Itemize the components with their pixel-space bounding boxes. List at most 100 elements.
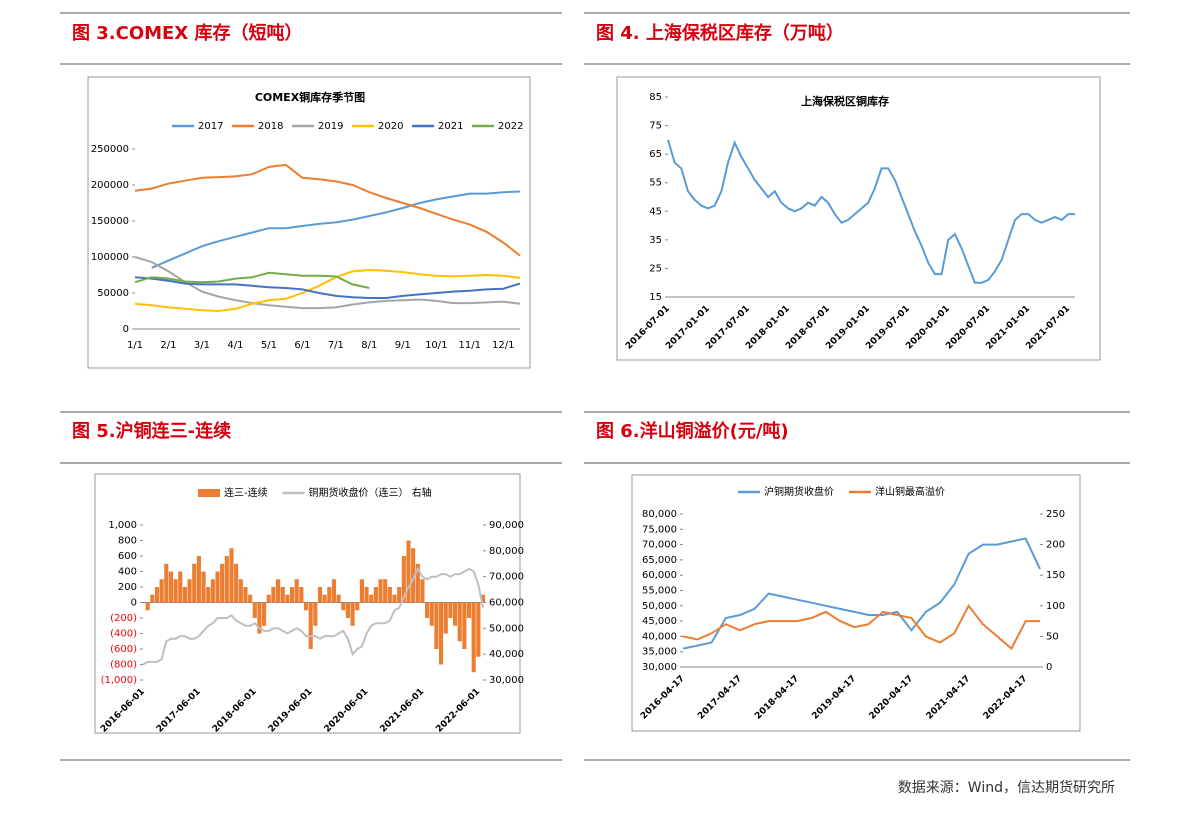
y-tick-label: 800: [118, 536, 137, 547]
bar: [285, 594, 290, 603]
bar: [276, 579, 281, 603]
legend-label: 2017: [198, 121, 223, 132]
y-tick-label: 75,000: [642, 524, 677, 535]
bar: [466, 602, 472, 618]
y2-tick-label: 40,000: [489, 649, 524, 660]
y-tick-label: 15: [649, 292, 662, 303]
y-tick-label: 40,000: [642, 631, 677, 642]
y-tick-label: 25: [649, 263, 662, 274]
bar: [350, 602, 355, 626]
bar: [145, 602, 150, 611]
y2-tick-label: 0: [1046, 662, 1052, 673]
bar: [150, 594, 155, 603]
bar: [476, 602, 481, 657]
y-tick-label: 1,000: [108, 520, 137, 531]
y-tick-label: 70,000: [642, 540, 677, 551]
x-tick-label: 6/1: [294, 340, 310, 351]
bar: [196, 556, 201, 603]
bar: [322, 594, 327, 603]
chart-frame: [631, 474, 1081, 732]
panel-title: 图 5.沪铜连三-连续: [72, 420, 231, 442]
bar: [457, 602, 462, 642]
legend-label: 洋山铜最高溢价: [875, 485, 945, 498]
y-tick-label: 35,000: [642, 647, 677, 658]
y2-tick-label: 30,000: [489, 675, 524, 686]
bar: [425, 602, 430, 618]
y2-tick-label: 90,000: [489, 520, 524, 531]
bar: [341, 602, 346, 611]
line: [142, 566, 484, 666]
legend-label: 2019: [318, 121, 343, 132]
bar: [206, 587, 211, 603]
x-tick-label: 8/1: [361, 340, 377, 351]
y2-tick-label: 60,000: [489, 598, 524, 609]
legend-label: 2018: [258, 121, 283, 132]
y2-tick-label: 100: [1046, 601, 1065, 612]
y-tick-label: 45: [649, 206, 662, 217]
bar: [411, 548, 416, 603]
bar: [262, 602, 267, 626]
bar: [383, 579, 388, 603]
y2-tick-label: 70,000: [489, 572, 524, 583]
bar: [373, 587, 378, 603]
bar: [415, 563, 420, 603]
x-tick-label: 12/1: [492, 340, 514, 351]
y-tick-label: 400: [118, 567, 137, 578]
y-tick-label: 35: [649, 235, 662, 246]
bar: [182, 587, 187, 603]
bar: [401, 556, 406, 603]
bar: [243, 587, 248, 603]
line: [134, 271, 370, 289]
bar: [429, 602, 434, 626]
chart-title: COMEX铜库存季节图: [255, 90, 365, 104]
bar: [303, 602, 309, 611]
line: [134, 276, 521, 299]
bar: [248, 594, 253, 603]
y-tick-label: 75: [649, 121, 662, 132]
bar: [210, 579, 215, 603]
y-tick-label: 0: [131, 598, 137, 609]
bar: [201, 571, 206, 603]
y-tick-label: 45,000: [642, 616, 677, 627]
bar: [164, 563, 169, 603]
bar: [471, 602, 476, 673]
y-tick-label: (600): [110, 644, 137, 655]
legend-label: 2020: [378, 121, 403, 132]
line: [134, 163, 521, 257]
bar: [173, 579, 178, 603]
y2-tick-label: 200: [1046, 540, 1065, 551]
bar: [215, 571, 220, 603]
x-tick-label: 11/1: [459, 340, 481, 351]
bar: [452, 602, 458, 626]
bar: [387, 587, 392, 603]
line: [667, 139, 1075, 284]
bar: [378, 579, 383, 603]
bar: [443, 602, 448, 634]
y2-tick-label: 50,000: [489, 623, 524, 634]
bar: [168, 571, 174, 603]
y-tick-label: 85: [649, 92, 662, 103]
bar: [480, 594, 486, 603]
bar: [266, 594, 271, 603]
legend-label: 连三-连续: [224, 486, 268, 499]
bar: [359, 579, 364, 603]
bar: [331, 579, 337, 603]
x-tick-label: 10/1: [425, 340, 447, 351]
y-tick-label: 250000: [91, 144, 129, 155]
y-tick-label: 50,000: [642, 601, 677, 612]
y-tick-label: (1,000): [101, 675, 138, 686]
bar: [364, 587, 369, 603]
y-tick-label: 80,000: [642, 509, 677, 520]
legend-swatch: [198, 489, 220, 497]
y2-tick-label: 80,000: [489, 546, 524, 557]
y2-tick-label: 50: [1046, 631, 1059, 642]
y-tick-label: 200: [118, 582, 137, 593]
panel-title: 图 4. 上海保税区库存（万吨）: [596, 22, 844, 44]
legend-label: 2021: [438, 121, 463, 132]
y2-tick-label: 150: [1046, 570, 1065, 581]
y-tick-label: (200): [110, 613, 137, 624]
bar: [420, 579, 425, 603]
bar: [327, 587, 332, 603]
x-tick-label: 4/1: [227, 340, 243, 351]
y-tick-label: (400): [110, 629, 137, 640]
